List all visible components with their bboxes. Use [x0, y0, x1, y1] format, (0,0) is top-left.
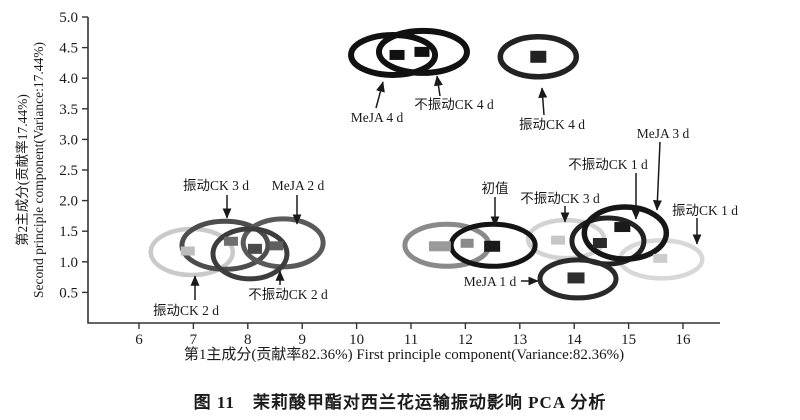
- annotation-label: MeJA 2 d: [272, 178, 325, 193]
- x-tick-label: 15: [621, 332, 636, 348]
- annotation-label: 振动CK 2 d: [153, 303, 219, 318]
- annotation-label: 初值: [482, 180, 509, 196]
- marker-initial-value: [484, 240, 501, 252]
- annotation-label: 不振动CK 4 d: [414, 97, 494, 112]
- x-tick-label: 11: [404, 332, 418, 348]
- x-tick-label: 16: [676, 332, 692, 348]
- y-tick-label: 4.5: [59, 41, 78, 57]
- annotation-label: 不振动CK 1 d: [568, 157, 648, 172]
- y-tick-label: 2.5: [59, 163, 78, 179]
- x-tick-label: 7: [190, 332, 198, 348]
- ring-no-vib-ck-1d: [569, 215, 647, 267]
- annotation-label: 不振动CK 2 d: [248, 287, 328, 302]
- ring-vib-ck-4d: [497, 34, 580, 80]
- ring-no-vib-ck-4d: [375, 27, 470, 76]
- marker-vib-ck-3d: [223, 236, 238, 246]
- marker-meja-2d: [269, 241, 284, 251]
- y-axis-title-en: Second principle component(Variance:17.4…: [31, 41, 46, 299]
- axis-lines: [87, 17, 720, 324]
- annotation-arrow: [433, 75, 443, 97]
- annotation-label: MeJA 4 d: [351, 110, 404, 125]
- marker-no-vib-ck-2d: [247, 243, 262, 254]
- ring-meja-3d: [581, 204, 670, 262]
- annotation-arrow: [652, 141, 662, 211]
- y-tick-label: 2.0: [59, 194, 78, 210]
- plot-generated: 0.5 1.0 1.5 2.0 2.5 3.0 3.5 4.0 4.5 5.0 6 7 8 9 10 11 12…: [59, 10, 738, 348]
- x-axis-title: 第1主成分(贡献率82.36%) First principle compone…: [183, 347, 625, 363]
- y-tick-label: 3.5: [59, 102, 78, 118]
- marker-vib-ck-1d: [653, 253, 668, 263]
- y-tick-label: 1.0: [59, 255, 78, 271]
- x-tick-label: 8: [244, 332, 252, 348]
- y-axis-title: 第2主成分(贡献率17.44%) Second principle compon…: [15, 42, 47, 298]
- annotation-label: 不振动CK 3 d: [520, 191, 600, 206]
- annotation-label: 振动CK 4 d: [519, 117, 585, 132]
- figure-caption: 图 11 茉莉酸甲酯对西兰花运输振动影响 PCA 分析: [193, 393, 607, 412]
- marker-initial-value: [460, 238, 474, 248]
- ring-no-vib-ck-2d: [210, 226, 290, 282]
- ring-meja-1d: [537, 257, 619, 301]
- x-tick-label: 13: [512, 332, 527, 348]
- marker-vib-ck-4d: [530, 50, 547, 63]
- y-tick-label: 0.5: [59, 285, 78, 301]
- annotation-arrow: [375, 81, 385, 109]
- marker-no-vib-ck-3d: [551, 235, 566, 245]
- x-tick-label: 10: [349, 332, 364, 348]
- marker-no-vib-ck-4d: [414, 46, 430, 57]
- y-tick-label: 1.5: [59, 224, 78, 240]
- annotation-arrow: [538, 87, 548, 116]
- x-tick-label: 6: [135, 332, 143, 348]
- y-tick-label: 3.0: [59, 132, 78, 148]
- pca-plot: 0.5 1.0 1.5 2.0 2.5 3.0 3.5 4.0 4.5 5.0 6 7 8 9 10 11 12…: [59, 10, 738, 348]
- marker-meja-3d: [614, 222, 631, 233]
- marker-meja-1d: [567, 272, 585, 284]
- ring-no-vib-ck-3d: [525, 217, 607, 261]
- marker-vib-ck-2d: [180, 246, 195, 256]
- marker-group-mid-gray: [428, 241, 451, 252]
- x-tick-label: 14: [567, 332, 583, 348]
- x-tick-label: 12: [458, 332, 473, 348]
- marker-meja-4d: [389, 49, 405, 60]
- annotation-label: MeJA 3 d: [637, 126, 690, 141]
- annotation-label: 振动CK 1 d: [672, 203, 738, 218]
- annotation-label: MeJA 1 d: [464, 274, 517, 289]
- y-tick-label: 4.0: [59, 71, 78, 87]
- x-tick-label: 9: [298, 332, 306, 348]
- y-tick-label: 5.0: [59, 10, 78, 26]
- annotation-label: 振动CK 3 d: [183, 178, 249, 193]
- y-axis-title-zh: 第2主成分(贡献率17.44%): [15, 94, 30, 246]
- marker-no-vib-ck-1d: [592, 237, 607, 248]
